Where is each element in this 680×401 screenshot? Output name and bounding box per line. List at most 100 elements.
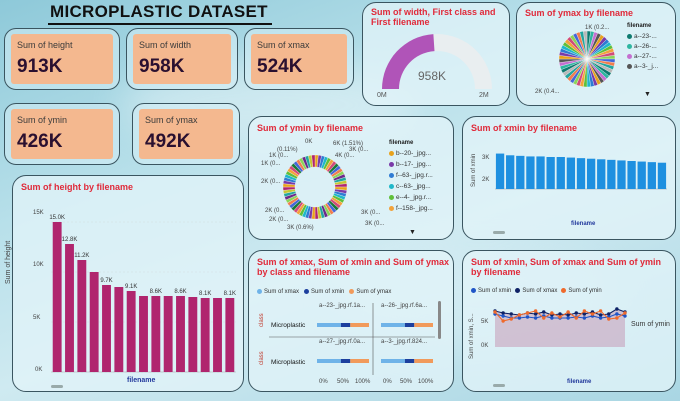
legend-item[interactable]: b--20-_jpg... [389, 150, 433, 157]
kpi-height[interactable]: Sum of height 913K [4, 28, 120, 90]
donut-label: 2K (0... [265, 208, 285, 214]
gauge-title: Sum of width, First class and First file… [371, 7, 496, 27]
legend-label: a--26-... [634, 43, 657, 50]
legend-item[interactable]: a--3-_j... [627, 63, 658, 70]
kpi-value: 426K [17, 131, 63, 152]
kpi-ymin[interactable]: Sum of ymin 426K [4, 103, 120, 165]
legend-label: Sum of ymax [356, 289, 392, 296]
donut-label: (0.11%) [277, 147, 298, 153]
bar [586, 158, 596, 189]
stacked-bar-segment [317, 323, 341, 327]
height-ytick-0: 0K [35, 367, 43, 373]
xmax-xtick: 100% [355, 379, 371, 385]
bar [126, 291, 136, 372]
height-ylabel: Sum of height [5, 240, 12, 284]
kpi-label: Sum of height [17, 40, 73, 50]
legend-item[interactable]: c--63-_jpg... [389, 183, 433, 190]
ymax-pie-panel[interactable]: Sum of ymax by filename 1K (0.2... 2K (0… [516, 2, 676, 106]
line-point [533, 309, 538, 313]
donut-slice [311, 154, 316, 168]
legend-dot [349, 289, 355, 294]
legend-label: a--3-_j... [634, 63, 659, 70]
bar [89, 272, 99, 372]
legend-dot [627, 63, 632, 69]
ymax-pie-title: Sum of ymax by filename [525, 8, 634, 18]
line-point [615, 307, 619, 311]
line-point [566, 316, 570, 320]
legend-dot [627, 33, 632, 39]
horizontal-scrollbar[interactable] [51, 385, 63, 388]
group-label: a--23-_jpg.rf.1a... [319, 303, 366, 309]
xmax-xtick: 50% [400, 379, 413, 385]
legend-item[interactable]: a--23-... [627, 33, 658, 40]
legend-dot [389, 183, 394, 189]
bar [627, 161, 636, 189]
legend-label: f--63-_jpg.r... [396, 172, 433, 179]
height-bar-title: Sum of height by filename [21, 182, 134, 192]
donut-label: 3K (0... [361, 210, 381, 216]
bar [526, 156, 535, 189]
bar [637, 161, 646, 189]
xmin-xlabel: filename [571, 221, 596, 227]
legend-item[interactable]: f--158-_jpg... [389, 205, 433, 212]
line-point [598, 316, 603, 320]
ymin-donut-panel[interactable]: Sum of ymin by filename 6K (1.51%) 4K (0… [248, 116, 454, 240]
xmax-xtick: 50% [337, 379, 350, 385]
ymin-donut-chart [282, 154, 348, 220]
xmin-bar-panel[interactable]: Sum of xmin by filename Sum of xmin 3K 2… [462, 116, 676, 240]
legend-item[interactable]: Sum of ymax [349, 289, 391, 295]
kpi-xmax[interactable]: Sum of xmax 524K [244, 28, 354, 90]
donut-label: 6K (1.51%) [333, 141, 364, 147]
line-point [509, 312, 513, 316]
line-point [517, 313, 522, 317]
gauge-panel[interactable]: Sum of width, First class and First file… [362, 2, 510, 106]
kpi-label: Sum of xmax [257, 40, 310, 50]
height-bar-panel[interactable]: Sum of height by filename Sum of height … [5, 175, 244, 392]
chevron-down-icon[interactable]: ▼ [409, 229, 416, 236]
legend-item[interactable]: Sum of xmin [304, 289, 344, 295]
xmin-bar-chart [495, 153, 667, 190]
legend-item[interactable]: Sum of ymin [561, 288, 602, 294]
kpi-ymax[interactable]: Sum of ymax 492K [132, 103, 240, 165]
kpi-width[interactable]: Sum of width 958K [126, 28, 238, 90]
stacked-bar-segment [404, 359, 415, 363]
legend-dot [389, 150, 394, 156]
chevron-down-icon[interactable]: ▼ [644, 91, 651, 98]
line-point [582, 309, 587, 313]
group-label: a--26-_jpg.rf.6a... [381, 303, 428, 309]
legend-label: a--23-... [634, 33, 657, 40]
line-chart-panel[interactable]: Sum of xmin, Sum of xmax and Sum of ymin… [462, 250, 676, 392]
legend-item[interactable]: Sum of xmax [515, 288, 557, 294]
line-ytick-5k: 5K [481, 319, 489, 325]
legend-dot [627, 43, 632, 49]
xmax-bar-panel[interactable]: Sum of xmax, Sum of xmin and Sum of ymax… [248, 250, 454, 392]
kpi-value: 958K [139, 56, 185, 77]
vertical-scrollbar[interactable] [438, 301, 441, 339]
legend-dot [389, 172, 394, 178]
bar-data-label: 15.0K [49, 215, 65, 221]
line-point [582, 316, 587, 320]
bar [188, 297, 198, 372]
stacked-bar-segment [414, 323, 433, 327]
xmin-ytick-2k: 2K [482, 177, 490, 183]
line-point [566, 313, 570, 317]
kpi-value: 524K [257, 56, 303, 77]
line-point [501, 314, 505, 318]
legend-item[interactable]: e--4-_jpg.r... [389, 194, 433, 201]
pie-label-left: 2K (0.4... [535, 89, 560, 95]
legend-label: f--158-_jpg... [396, 205, 433, 212]
legend-item[interactable]: a--27-... [627, 53, 658, 60]
legend-item[interactable]: a--26-... [627, 43, 658, 50]
horizontal-scrollbar[interactable] [493, 231, 505, 234]
legend-item[interactable]: Sum of xmax [257, 289, 299, 295]
legend-item[interactable]: f--63-_jpg.r... [389, 172, 433, 179]
gauge-chart [382, 34, 492, 89]
donut-label: 3K (0.6%) [287, 225, 314, 231]
horizontal-scrollbar[interactable] [493, 384, 505, 387]
legend-item[interactable]: b--17-_jpg... [389, 161, 433, 168]
bar [546, 157, 555, 189]
bar [163, 296, 173, 372]
line-point [501, 319, 505, 323]
legend-item[interactable]: Sum of xmin [471, 288, 511, 294]
bar [200, 298, 210, 372]
